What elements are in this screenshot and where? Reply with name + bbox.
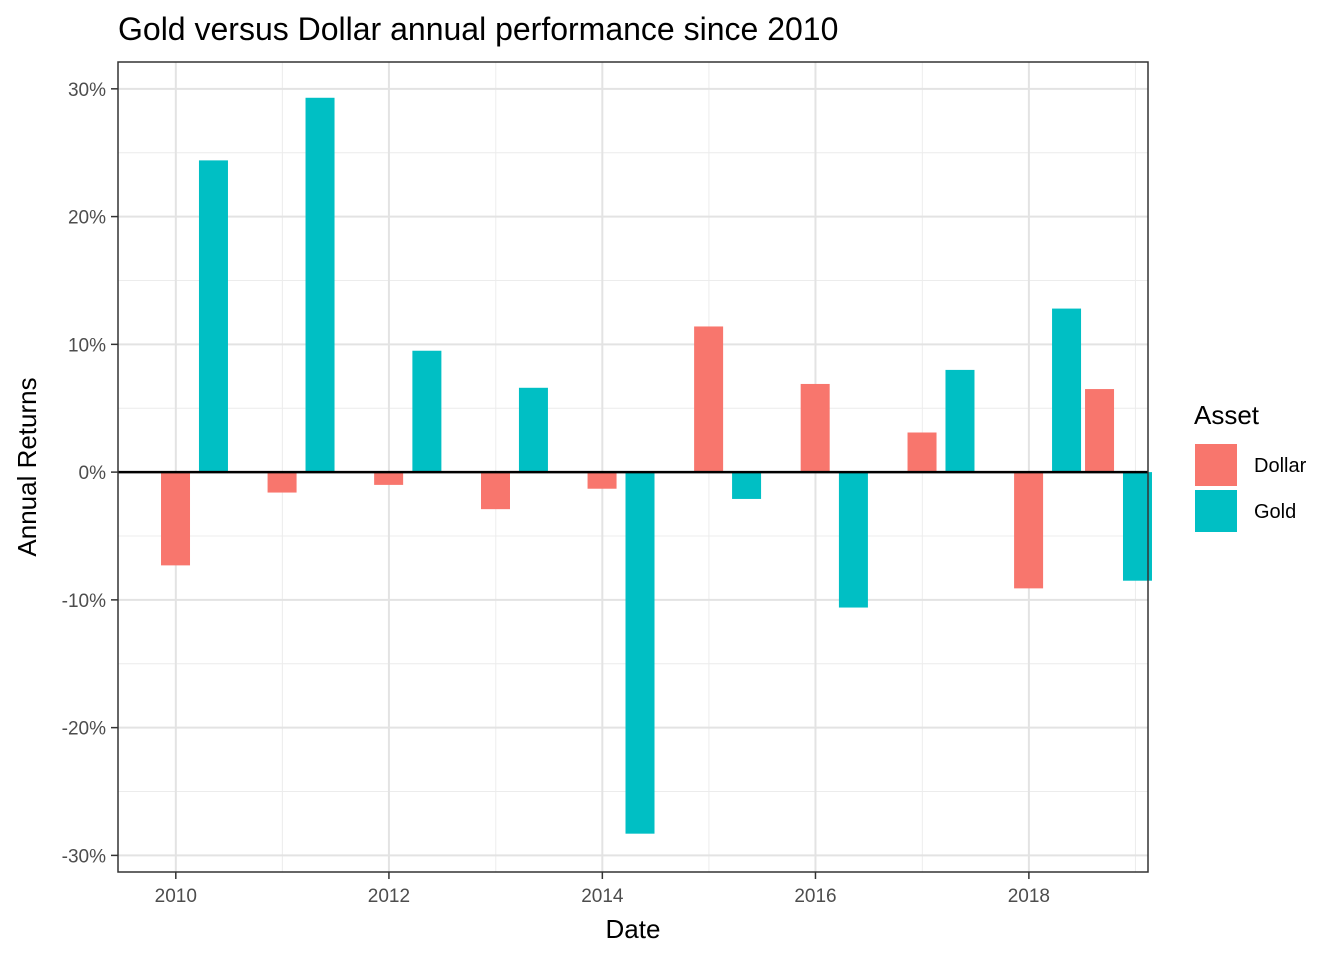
x-tick-label: 2012 [368, 886, 410, 907]
bar-gold-2013 [518, 387, 548, 473]
bar-dollar-2016 [907, 432, 937, 473]
bar-dollar-2012 [480, 472, 510, 510]
bar-dollar-2017 [1014, 472, 1044, 589]
legend-swatch-gold [1195, 490, 1237, 532]
bar-gold-2012 [412, 350, 442, 473]
legend-label-gold: Gold [1254, 501, 1296, 523]
bar-gold-2011 [305, 97, 335, 473]
y-tick-label: 20% [68, 208, 106, 229]
bar-gold-2017 [945, 369, 975, 473]
bar-dollar-2009 [161, 472, 191, 566]
bar-dollar-2018 [1085, 389, 1115, 473]
bar-gold-2010 [198, 160, 228, 473]
bar-gold-2018 [1052, 308, 1082, 473]
y-tick-label: -20% [62, 719, 106, 740]
legend-label-dollar: Dollar [1254, 455, 1307, 477]
bar-dollar-2011 [374, 472, 404, 485]
legend-items: Dollar Gold [1195, 444, 1307, 532]
y-tick-label: -30% [62, 846, 106, 867]
x-tick-label: 2014 [581, 886, 624, 907]
x-axis: 2010 2012 2014 2016 2018 [155, 872, 1050, 907]
legend-swatch-dollar [1195, 444, 1237, 486]
legend-title: Asset [1194, 400, 1260, 430]
bar-dollar-2014 [694, 326, 724, 473]
x-tick-label: 2016 [794, 886, 836, 907]
bar-dollar-2013 [587, 472, 617, 489]
y-tick-label: -10% [62, 591, 106, 612]
x-tick-label: 2018 [1008, 886, 1050, 907]
bars-layer [161, 97, 1152, 834]
legend: Asset Dollar Gold [1194, 400, 1307, 532]
chart-title: Gold versus Dollar annual performance si… [118, 11, 838, 47]
y-axis-label: Annual Returns [12, 377, 42, 556]
x-tick-label: 2010 [155, 886, 197, 907]
bar-dollar-2010 [267, 472, 297, 493]
bar-dollar-2015 [800, 383, 830, 473]
y-tick-label: 10% [68, 335, 106, 356]
plot-border [117, 61, 1149, 873]
y-axis: 30% 20% 10% 0% -10% -20% -30% [62, 80, 118, 867]
y-tick-label: 0% [79, 463, 107, 484]
bar-gold-2019 [1122, 472, 1152, 581]
x-axis-label: Date [606, 914, 661, 944]
bar-gold-2015 [732, 472, 762, 499]
bar-gold-2016 [838, 472, 868, 608]
bar-gold-2014 [625, 472, 655, 834]
y-tick-label: 30% [68, 80, 106, 101]
